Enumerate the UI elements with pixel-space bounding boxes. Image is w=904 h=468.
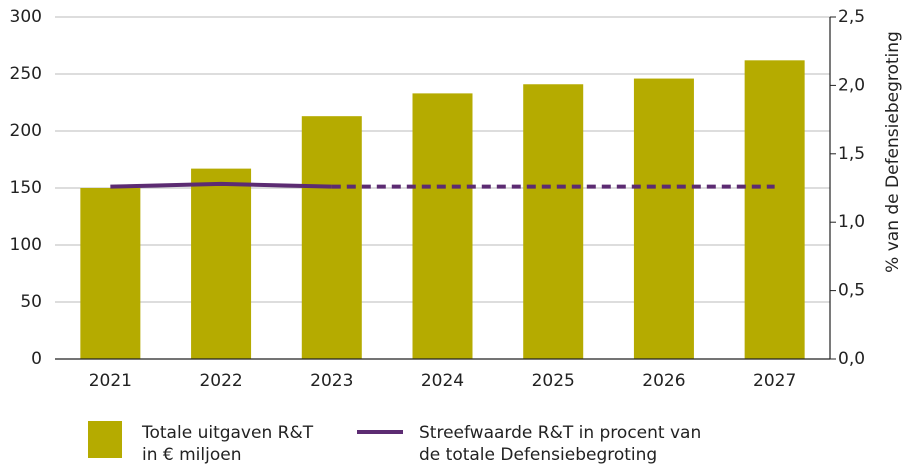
bar bbox=[412, 93, 473, 359]
y2-tick-label: 0,5 bbox=[838, 281, 865, 301]
y-tick-label: 300 bbox=[10, 7, 42, 27]
x-tick-label: 2024 bbox=[421, 371, 464, 391]
legend-label: Totale uitgaven R&T in € miljoen bbox=[142, 423, 314, 465]
y-tick-label: 150 bbox=[10, 178, 42, 198]
y-tick-label: 100 bbox=[10, 235, 42, 255]
x-tick-label: 2022 bbox=[199, 371, 242, 391]
y2-tick-label: 1,5 bbox=[838, 144, 865, 164]
line bbox=[110, 181, 332, 189]
y-tick-label: 250 bbox=[10, 64, 42, 84]
legend-bar bbox=[88, 421, 124, 459]
bar bbox=[523, 84, 584, 359]
y-tick-label: 200 bbox=[10, 121, 42, 141]
x-tick-label: 2023 bbox=[310, 371, 353, 391]
y2-tick-label: 0,0 bbox=[838, 349, 865, 369]
legend-swatch bbox=[357, 430, 403, 434]
y-tick-label: 50 bbox=[20, 292, 42, 312]
legend-swatch bbox=[88, 421, 122, 458]
chart: % van de Defensiebegroting 0 50 100 150 200 2… bbox=[10, 7, 903, 391]
y2-tick-label: 1,0 bbox=[838, 212, 865, 232]
bar bbox=[80, 188, 141, 359]
bar bbox=[633, 78, 694, 359]
y-tick-label: 0 bbox=[31, 349, 42, 369]
bar bbox=[744, 60, 805, 359]
y2-tick-label: 2,0 bbox=[838, 75, 865, 95]
bar bbox=[191, 168, 252, 359]
y2-tick-label: 2,5 bbox=[838, 7, 865, 27]
y2-axis-label: % van de Defensiebegroting bbox=[883, 31, 903, 273]
x-tick-label: 2021 bbox=[89, 371, 132, 391]
x-tick-label: 2026 bbox=[642, 371, 685, 391]
x-tick-label: 2025 bbox=[532, 371, 575, 391]
x-tick-label: 2027 bbox=[753, 371, 796, 391]
legend-label: Streefwaarde R&T in procent van de total… bbox=[419, 423, 702, 465]
bar bbox=[301, 116, 362, 360]
